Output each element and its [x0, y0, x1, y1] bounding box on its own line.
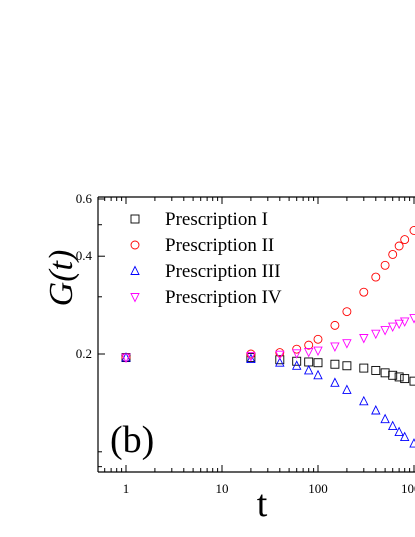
data-point: [380, 326, 390, 336]
data-point: [292, 344, 302, 354]
x-axis-label: t: [257, 483, 268, 525]
legend-marker: [130, 214, 140, 224]
data-markers: [121, 226, 415, 448]
legend-label: Prescription II: [165, 235, 274, 256]
data-point: [394, 426, 404, 437]
series-2: [121, 226, 415, 363]
data-point: [400, 374, 410, 384]
data-point: [342, 307, 352, 317]
x-tick-label: 10: [216, 481, 229, 496]
data-point: [121, 353, 131, 363]
y-tick-label: 0.6: [76, 191, 93, 206]
data-point: [359, 363, 369, 373]
data-point: [380, 413, 390, 424]
legend: Prescription I Prescription II Prescriptio…: [130, 209, 282, 308]
data-point: [359, 334, 369, 344]
data-point: [388, 250, 398, 259]
data-point: [313, 346, 323, 357]
data-point: [304, 357, 314, 367]
legend-marker: [130, 265, 140, 275]
data-point: [342, 361, 352, 371]
y-tick-label: 0.2: [76, 346, 92, 361]
legend-label: Prescription IV: [165, 287, 282, 308]
x-axis-ticks: 1 10 100 1000: [104, 197, 415, 496]
data-point: [394, 241, 404, 251]
data-point: [275, 350, 285, 361]
data-point: [359, 287, 369, 297]
data-point: [330, 359, 340, 369]
data-point: [275, 357, 285, 367]
data-point: [330, 377, 340, 387]
x-tick-label: 1: [123, 481, 130, 496]
data-point: [387, 420, 398, 431]
data-point: [399, 431, 410, 442]
data-point: [388, 370, 398, 380]
y-axis-label: G(t): [43, 250, 80, 307]
data-point: [359, 395, 369, 406]
data-point: [394, 319, 404, 330]
data-point: [246, 349, 256, 359]
data-point: [371, 272, 381, 282]
data-point: [303, 347, 314, 358]
x-tick-label: 100: [308, 481, 328, 496]
data-point: [303, 364, 314, 375]
data-point: [399, 317, 410, 327]
legend-marker: [130, 240, 140, 250]
data-point: [409, 314, 415, 324]
data-point: [394, 372, 404, 382]
data-point: [291, 360, 302, 370]
data-point: [342, 384, 352, 394]
data-point: [342, 339, 352, 349]
data-point: [409, 438, 415, 448]
legend-label: Prescription I: [165, 209, 268, 230]
data-point: [291, 349, 302, 359]
data-point: [371, 404, 381, 415]
series-4: [121, 314, 415, 364]
series-3: [121, 352, 415, 448]
data-point: [246, 352, 256, 362]
data-point: [121, 353, 131, 364]
y-tick-label: 0.4: [76, 248, 93, 263]
plot-frame: [97, 196, 415, 473]
data-point: [330, 320, 340, 330]
data-point: [380, 368, 390, 378]
legend-marker: [130, 293, 140, 303]
data-point: [387, 322, 398, 333]
data-point: [275, 348, 285, 358]
data-point: [275, 355, 285, 365]
data-point: [380, 260, 390, 270]
data-point: [400, 235, 410, 245]
legend-label: Prescription III: [165, 261, 281, 282]
data-point: [330, 342, 340, 352]
data-point: [409, 226, 415, 235]
data-point: [371, 365, 381, 375]
series-1: [121, 353, 415, 386]
y-axis-ticks: 0.2 0.4 0.6: [76, 191, 105, 468]
data-point: [313, 334, 323, 344]
data-point: [304, 340, 314, 350]
panel-label: (b): [110, 419, 154, 461]
data-point: [246, 353, 256, 363]
data-point: [313, 358, 323, 368]
x-tick-label: 1000: [401, 481, 415, 496]
data-point: [313, 369, 323, 380]
data-point: [409, 376, 415, 386]
data-point: [371, 329, 381, 340]
